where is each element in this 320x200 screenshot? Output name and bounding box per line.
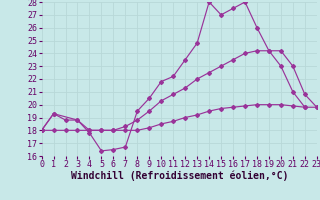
X-axis label: Windchill (Refroidissement éolien,°C): Windchill (Refroidissement éolien,°C) [70, 171, 288, 181]
